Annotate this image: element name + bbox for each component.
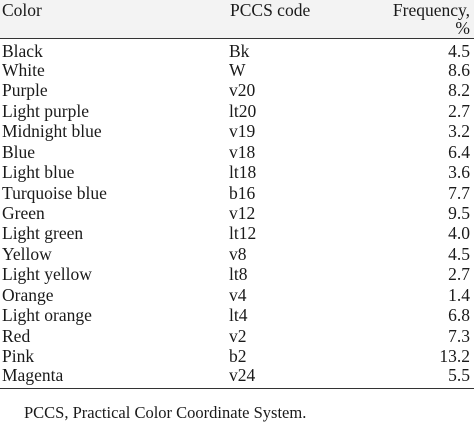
cell-pccs-code: v20 <box>229 80 256 101</box>
cell-pccs-code: lt18 <box>229 162 257 183</box>
color-frequency-table-container: Color PCCS code Frequency, % Black Bk 4.5 W… <box>0 0 474 389</box>
cell-pccs-code: b2 <box>229 346 247 367</box>
table-row: Light yellow lt8 2.7 <box>0 265 474 285</box>
table-row: Green v12 9.5 <box>0 204 474 224</box>
table-row: Light green lt12 4.0 <box>0 224 474 244</box>
table-row: Black Bk 4.5 <box>0 39 474 61</box>
cell-frequency: 13.2 <box>439 346 470 367</box>
cell-color: Magenta <box>0 366 229 389</box>
cell-pccs-code: lt4 <box>229 305 248 326</box>
table-header-row: Color PCCS code Frequency, % <box>0 0 474 39</box>
table-row: Light blue lt18 3.6 <box>0 163 474 183</box>
cell-pccs-code: b16 <box>229 182 256 203</box>
cell-frequency: 6.4 <box>448 141 470 162</box>
cell-color: Black <box>2 41 43 61</box>
header-frequency: Frequency, % <box>381 0 474 39</box>
table-row: Purple v20 8.2 <box>0 81 474 101</box>
table-row: Pink b2 13.2 <box>0 347 474 367</box>
cell-frequency: 3.6 <box>448 162 470 183</box>
table-row: Turquoise blue b16 7.7 <box>0 183 474 203</box>
header-color: Color <box>0 0 229 39</box>
cell-frequency: 3.2 <box>448 121 470 142</box>
cell-pccs-code: lt20 <box>229 100 257 121</box>
cell-pccs-code: v2 <box>229 325 247 346</box>
cell-color: Purple <box>2 80 48 101</box>
table-footnote: PCCS, Practical Color Coordinate System. <box>24 403 307 422</box>
cell-color: Yellow <box>2 243 52 264</box>
cell-pccs-code: v24 <box>229 366 381 389</box>
cell-color: Turquoise blue <box>2 182 107 203</box>
cell-frequency: 2.7 <box>448 100 470 121</box>
cell-frequency: 5.5 <box>381 366 474 389</box>
cell-color: Light purple <box>2 100 89 121</box>
cell-frequency: 7.7 <box>448 182 470 203</box>
cell-pccs-code: v19 <box>229 121 256 142</box>
header-pccs-code: PCCS code <box>229 0 381 39</box>
cell-color: Orange <box>2 284 54 305</box>
cell-frequency: 8.2 <box>448 80 470 101</box>
cell-frequency: 7.3 <box>448 325 470 346</box>
table-row: Light orange lt4 6.8 <box>0 306 474 326</box>
table-row: Midnight blue v19 3.2 <box>0 122 474 142</box>
cell-color: Light orange <box>2 305 92 326</box>
table-row: Red v2 7.3 <box>0 326 474 346</box>
cell-pccs-code: v8 <box>229 243 247 264</box>
table-body: Black Bk 4.5 White W 8.6 Purple v20 8.2 Light pur… <box>0 39 474 389</box>
cell-color: White <box>2 59 45 80</box>
cell-pccs-code: lt8 <box>229 264 248 285</box>
cell-pccs-code: lt12 <box>229 223 257 244</box>
cell-frequency: 1.4 <box>448 284 470 305</box>
cell-color: Light yellow <box>2 264 92 285</box>
cell-frequency: 9.5 <box>448 203 470 224</box>
color-frequency-table: Color PCCS code Frequency, % Black Bk 4.5 W… <box>0 0 474 389</box>
cell-pccs-code: Bk <box>229 41 250 61</box>
table-row: Light purple lt20 2.7 <box>0 101 474 121</box>
cell-color: Green <box>2 203 45 224</box>
cell-frequency: 2.7 <box>448 264 470 285</box>
cell-color: Blue <box>2 141 36 162</box>
cell-frequency: 8.6 <box>448 59 470 80</box>
cell-pccs-code: v4 <box>229 284 247 305</box>
cell-color: Light blue <box>2 162 75 183</box>
cell-frequency: 4.5 <box>448 243 470 264</box>
table-row: White W 8.6 <box>0 61 474 81</box>
cell-pccs-code: v12 <box>229 203 256 224</box>
cell-pccs-code: W <box>229 59 246 80</box>
cell-color: Red <box>2 325 31 346</box>
cell-frequency: 4.5 <box>448 41 470 61</box>
table-row: Magenta v24 5.5 <box>0 366 474 389</box>
cell-color: Light green <box>2 223 84 244</box>
cell-frequency: 6.8 <box>448 305 470 326</box>
cell-frequency: 4.0 <box>448 223 470 244</box>
table-row: Blue v18 6.4 <box>0 142 474 162</box>
cell-color: Pink <box>2 346 35 367</box>
cell-color: Midnight blue <box>2 121 102 142</box>
table-row: Yellow v8 4.5 <box>0 244 474 264</box>
cell-pccs-code: v18 <box>229 141 256 162</box>
table-row: Orange v4 1.4 <box>0 285 474 305</box>
